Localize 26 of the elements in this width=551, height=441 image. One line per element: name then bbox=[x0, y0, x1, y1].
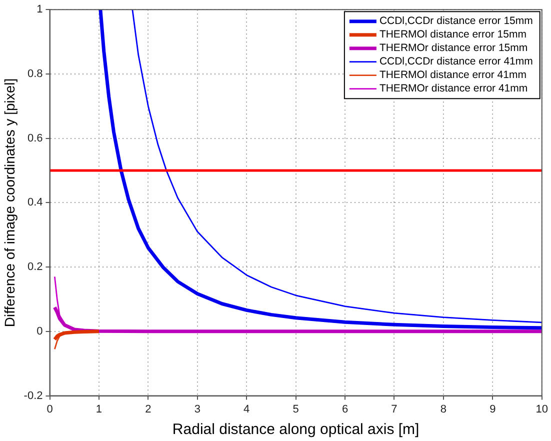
y-tick-label: 0.6 bbox=[27, 132, 43, 144]
y-tick-label: 0.2 bbox=[27, 261, 43, 274]
x-tick-label: 6 bbox=[342, 403, 348, 416]
y-tick-label: 0.4 bbox=[27, 196, 43, 209]
x-tick-label: 10 bbox=[536, 403, 548, 416]
y-tick-label: 0.8 bbox=[27, 68, 43, 80]
y-tick-label: -0.2 bbox=[24, 390, 43, 402]
legend-label: THERMOr distance error 15mm bbox=[379, 42, 528, 54]
x-tick-label: 5 bbox=[292, 403, 299, 416]
legend-label: THERMOl distance error 15mm bbox=[379, 28, 527, 41]
legend-label: THERMOr distance error 41mm bbox=[379, 82, 528, 95]
x-tick-label: 0 bbox=[46, 403, 53, 416]
legend-label: THERMOl distance error 41mm bbox=[379, 69, 527, 82]
x-tick-label: 4 bbox=[244, 403, 250, 416]
x-tick-label: 1 bbox=[96, 403, 102, 416]
legend-label: CCDl,CCDr distance error 15mm bbox=[379, 15, 534, 28]
y-axis-title: Difference of image coordinates y [pixel] bbox=[1, 78, 18, 328]
y-tick-label: 1 bbox=[36, 4, 43, 16]
legend-label: CCDl,CCDr distance error 41mm bbox=[379, 56, 534, 68]
x-tick-label: 7 bbox=[391, 403, 398, 416]
x-tick-label: 3 bbox=[194, 403, 200, 416]
x-tick-label: 9 bbox=[490, 403, 496, 416]
x-tick-label: 2 bbox=[145, 403, 152, 416]
x-tick-label: 8 bbox=[440, 403, 447, 416]
y-tick-label: 0 bbox=[36, 325, 43, 338]
x-axis-title: Radial distance along optical axis [m] bbox=[172, 421, 420, 438]
